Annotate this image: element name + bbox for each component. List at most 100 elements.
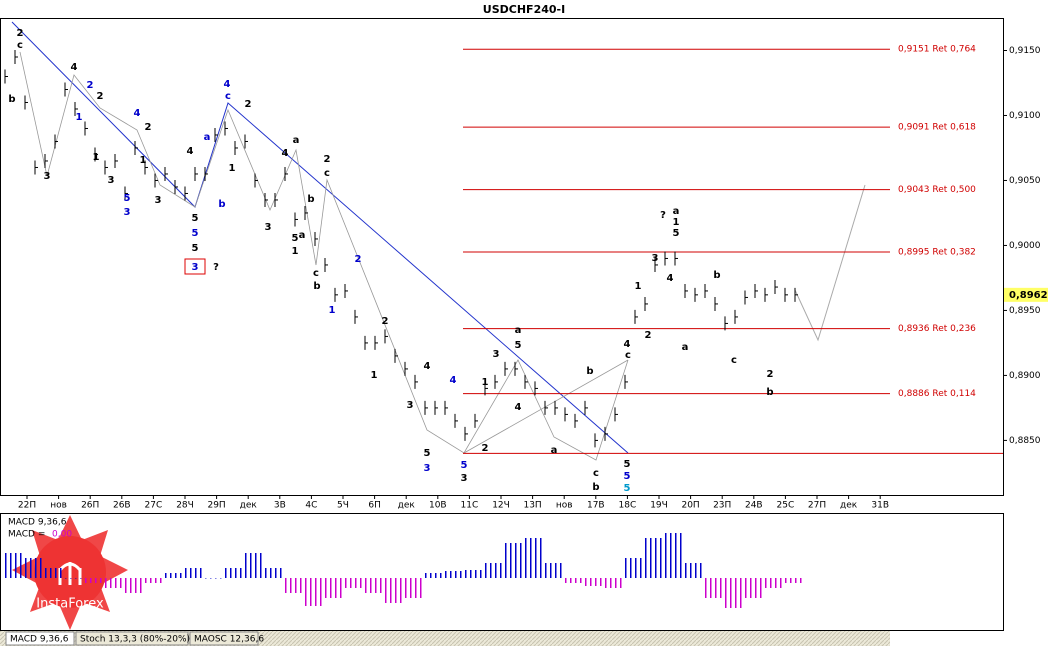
macd-bar xyxy=(320,578,322,606)
macd-bar xyxy=(280,568,282,578)
macd-bar xyxy=(425,573,427,578)
macd-bar xyxy=(10,553,12,578)
macd-bar xyxy=(60,568,62,578)
wave-label: 3 xyxy=(155,195,162,206)
wave-label: 3 xyxy=(108,175,115,186)
wave-label: b xyxy=(313,281,320,292)
macd-bar xyxy=(40,558,42,578)
wave-label: c xyxy=(625,350,631,361)
macd-bar xyxy=(160,578,162,583)
macd-bar xyxy=(365,578,367,593)
macd-bar xyxy=(660,538,662,578)
macd-bar xyxy=(415,578,417,598)
macd-bar xyxy=(450,571,452,578)
macd-bar xyxy=(615,578,617,588)
forecast-line xyxy=(794,184,866,342)
x-tick-label: нов xyxy=(556,501,573,511)
x-tick-label: дек xyxy=(398,501,416,511)
macd-bar xyxy=(525,538,527,578)
macd-bar xyxy=(575,578,577,583)
macd-bar xyxy=(70,578,72,579)
wave-label: 5 xyxy=(461,460,468,471)
wave-label: 3 xyxy=(407,400,414,411)
y-tick-label: 0,9100 xyxy=(1009,111,1041,121)
wave-label: b xyxy=(8,94,15,105)
macd-bar xyxy=(785,578,787,583)
macd-bar xyxy=(410,578,412,598)
macd-bar xyxy=(245,553,247,578)
macd-bar xyxy=(120,578,122,588)
macd-bar xyxy=(240,568,242,578)
macd-bar xyxy=(690,563,692,578)
macd-bar xyxy=(15,553,17,578)
wave-label: 1 xyxy=(93,152,100,163)
macd-bar xyxy=(45,568,47,578)
x-tick-label: 18С xyxy=(619,501,637,511)
macd-bar xyxy=(780,578,782,588)
macd-bar xyxy=(705,578,707,598)
macd-bar xyxy=(710,578,712,598)
macd-bar xyxy=(795,578,797,583)
macd-bar xyxy=(440,573,442,578)
macd-bar xyxy=(325,578,327,598)
macd-bar xyxy=(340,578,342,598)
tab xyxy=(75,631,189,646)
x-tick-label: 4С xyxy=(305,501,317,511)
macd-bar xyxy=(205,578,207,579)
x-tick-label: нов xyxy=(50,501,67,511)
y-tick-label: 0,9150 xyxy=(1009,46,1041,56)
wave-label: c xyxy=(324,168,330,179)
macd-bar xyxy=(235,568,237,578)
wave-line xyxy=(19,51,629,461)
macd-bar xyxy=(85,578,87,583)
level-label: 0,9043 Ret 0,500 xyxy=(898,185,976,195)
macd-bar xyxy=(530,538,532,578)
x-tick-label: дек xyxy=(240,501,258,511)
wave-label: 5 xyxy=(624,483,631,494)
macd-bar xyxy=(35,558,37,578)
tab xyxy=(5,631,75,646)
macd-bar xyxy=(585,578,587,586)
macd-bar xyxy=(485,563,487,578)
wave-label: c xyxy=(593,468,599,479)
macd-bar xyxy=(580,578,582,583)
x-tick-label: 10В xyxy=(429,501,447,511)
wave-label: 4 xyxy=(187,146,194,157)
macd-bar xyxy=(460,571,462,578)
wave-label: 3 xyxy=(192,262,199,273)
macd-bar xyxy=(775,578,777,588)
x-tick-label: 24В xyxy=(745,501,763,511)
macd-bar xyxy=(600,578,602,586)
tab-label: MAOSC 12,36,6 xyxy=(194,635,264,645)
macd-bar xyxy=(800,578,802,583)
macd-bar xyxy=(405,578,407,598)
macd-bar xyxy=(220,578,222,579)
macd-bar xyxy=(695,563,697,578)
wave-line xyxy=(463,359,629,454)
wave-label: a xyxy=(293,135,300,146)
level-label: 0,8886 Ret 0,114 xyxy=(898,389,976,399)
macd-bar xyxy=(635,558,637,578)
macd-bar xyxy=(380,578,382,593)
wave-label: ? xyxy=(213,262,219,273)
tab-label: MACD 9,36,6 xyxy=(10,635,69,645)
wave-label: 5 xyxy=(192,243,199,254)
macd-bar xyxy=(665,533,667,578)
level-label: 0,8995 Ret 0,382 xyxy=(898,247,976,257)
wave-label: 5 xyxy=(192,228,199,239)
wave-label: c xyxy=(17,40,23,51)
x-tick-label: 3В xyxy=(274,501,286,511)
macd-bar xyxy=(395,578,397,603)
macd-bar xyxy=(90,578,92,583)
tab xyxy=(189,631,259,646)
macd-bar xyxy=(725,578,727,608)
wave-label: a xyxy=(673,206,680,217)
macd-bar xyxy=(740,578,742,608)
wave-label: b xyxy=(592,482,599,493)
macd-bar xyxy=(95,578,97,583)
macd-bar xyxy=(630,558,632,578)
macd-bar xyxy=(370,578,372,593)
macd-bar xyxy=(550,563,552,578)
macd-bar xyxy=(50,568,52,578)
x-tick-label: 26П xyxy=(81,501,99,511)
